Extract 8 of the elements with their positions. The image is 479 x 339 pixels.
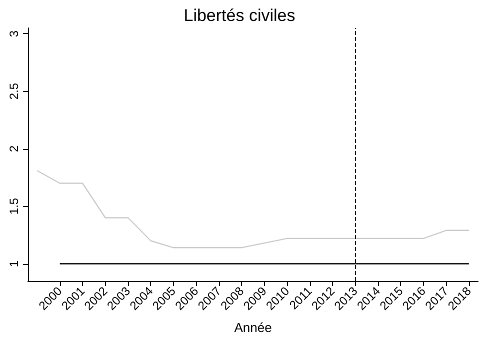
chart-title: Libertés civiles xyxy=(184,6,296,25)
y-tick-label: 1.5 xyxy=(7,198,21,215)
y-tick-label: 2.5 xyxy=(7,82,21,100)
y-tick-label: 1 xyxy=(7,260,21,268)
y-tick-label: 3 xyxy=(7,30,21,38)
line-series xyxy=(36,170,470,248)
y-tick-label: 2 xyxy=(7,145,21,152)
x-axis-title: Année xyxy=(234,320,272,335)
